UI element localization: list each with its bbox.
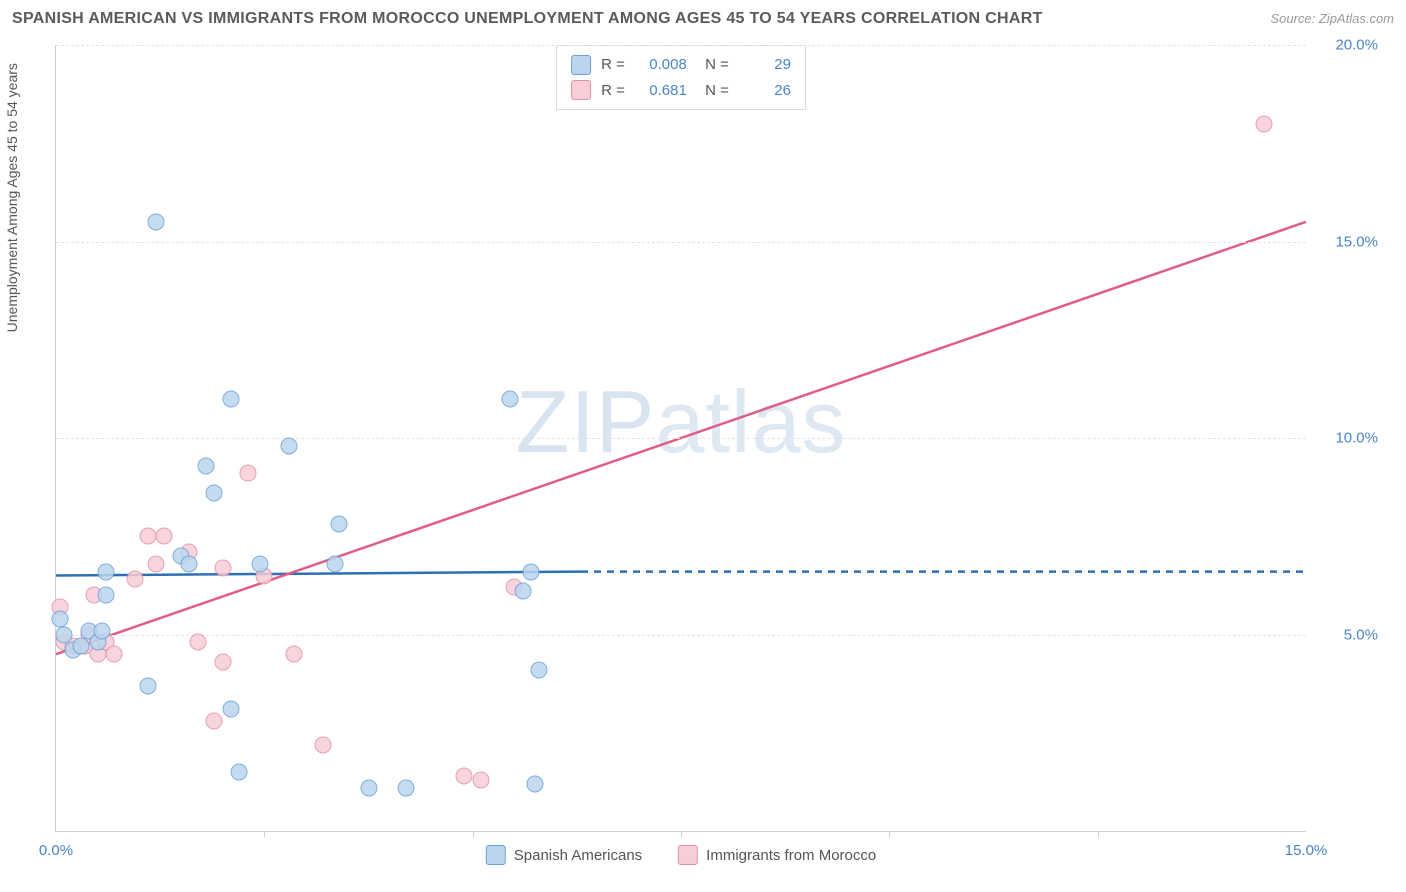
swatch-series-a [486,845,506,865]
legend-n-label: N = [697,78,729,104]
data-point [139,528,156,545]
data-point [98,587,115,604]
data-point [206,712,223,729]
data-point [281,437,298,454]
data-point [252,555,269,572]
data-point [223,701,240,718]
x-tick-mark [1098,831,1099,837]
data-point [56,626,73,643]
data-point [181,555,198,572]
data-point [214,654,231,671]
data-point [52,610,69,627]
y-tick-label: 10.0% [1314,430,1378,447]
data-point [148,213,165,230]
x-tick-mark [264,831,265,837]
data-point [156,528,173,545]
legend-label-b: Immigrants from Morocco [706,847,876,864]
chart-area: Unemployment Among Ages 45 to 54 years Z… [40,45,1386,872]
data-point [223,390,240,407]
data-point [285,646,302,663]
legend-r-b: 0.681 [635,78,687,104]
data-point [327,555,344,572]
legend-n-b: 26 [739,78,791,104]
source-attribution: Source: ZipAtlas.com [1270,11,1394,26]
data-point [360,779,377,796]
data-point [531,661,548,678]
data-point [198,457,215,474]
data-point [514,583,531,600]
y-tick-label: 20.0% [1314,37,1378,54]
data-point [1256,115,1273,132]
chart-title: SPANISH AMERICAN VS IMMIGRANTS FROM MORO… [12,10,1043,28]
data-point [502,390,519,407]
data-point [239,465,256,482]
data-point [93,622,110,639]
data-point [398,779,415,796]
x-tick-mark [473,831,474,837]
plot-region: ZIPatlas R = 0.008 N = 29 R = 0.681 N = … [55,45,1306,832]
legend-n-a: 29 [739,52,791,78]
title-bar: SPANISH AMERICAN VS IMMIGRANTS FROM MORO… [12,10,1394,28]
data-point [473,771,490,788]
legend-r-a: 0.008 [635,52,687,78]
data-point [189,634,206,651]
swatch-series-a [571,55,591,75]
grid-line [56,45,1306,46]
data-point [456,767,473,784]
data-point [214,559,231,576]
watermark-text-b: atlas [656,372,847,471]
data-point [523,563,540,580]
x-tick-mark [889,831,890,837]
data-point [106,646,123,663]
legend-series: Spanish Americans Immigrants from Morocc… [486,845,876,865]
x-tick-label: 0.0% [39,842,73,859]
y-axis-label: Unemployment Among Ages 45 to 54 years [4,63,20,332]
legend-row-a: R = 0.008 N = 29 [571,52,791,78]
x-tick-mark [681,831,682,837]
legend-r-label: R = [601,52,625,78]
grid-line [56,242,1306,243]
grid-line [56,438,1306,439]
legend-item-b: Immigrants from Morocco [678,845,876,865]
legend-label-a: Spanish Americans [514,847,642,864]
data-point [139,677,156,694]
data-point [73,638,90,655]
data-point [527,775,544,792]
y-tick-label: 15.0% [1314,233,1378,250]
data-point [127,571,144,588]
swatch-series-b [678,845,698,865]
watermark: ZIPatlas [516,371,847,473]
legend-item-a: Spanish Americans [486,845,642,865]
y-tick-label: 5.0% [1314,626,1378,643]
data-point [331,516,348,533]
data-point [98,563,115,580]
legend-correlation: R = 0.008 N = 29 R = 0.681 N = 26 [556,45,806,110]
legend-n-label: N = [697,52,729,78]
data-point [231,764,248,781]
legend-r-label: R = [601,78,625,104]
data-point [206,485,223,502]
data-point [148,555,165,572]
legend-row-b: R = 0.681 N = 26 [571,78,791,104]
data-point [314,736,331,753]
watermark-text-a: ZIP [516,372,656,471]
x-tick-label: 15.0% [1285,842,1328,859]
swatch-series-b [571,80,591,100]
grid-line [56,635,1306,636]
